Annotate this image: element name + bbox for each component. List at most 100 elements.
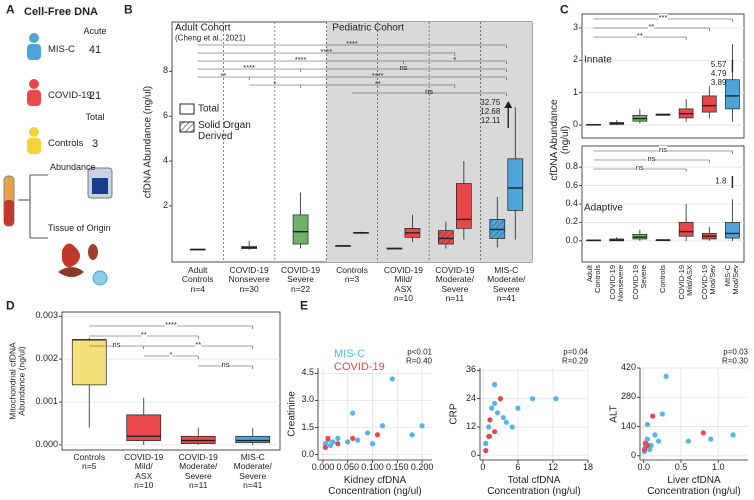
x-tick-label: Controls n=5 [73, 452, 106, 472]
legend-key [179, 103, 195, 115]
significance-label: ns [425, 86, 434, 96]
significance-label: **** [371, 70, 384, 80]
y-tick-label: 0.6 [565, 179, 578, 190]
legend-label: Solid Organ Derived [198, 120, 251, 142]
significance-label: ** [648, 21, 655, 32]
x-tick-label: COVID-19 Mild/ ASX n=10 [124, 452, 164, 491]
x-tick-label: MIS-C Mod/Sev [723, 265, 741, 295]
y-tick-label: 2 [572, 54, 578, 65]
y-tick-label: 1 [572, 86, 578, 97]
significance-label: ** [195, 339, 202, 350]
panel-letter: D [6, 298, 15, 313]
y-axis-label: CRP [448, 403, 460, 425]
y-tick-label: 36 [465, 364, 476, 375]
point [369, 441, 376, 447]
significance-label: ** [140, 329, 147, 340]
point [503, 419, 509, 425]
group-count: 21 [88, 89, 102, 102]
significance-label: **** [243, 62, 255, 72]
y-tick-label: 0.000 [35, 438, 58, 449]
box [507, 158, 524, 211]
significance-label: **** [346, 38, 358, 48]
box [701, 95, 717, 113]
y-tick-label: 4 [162, 155, 168, 166]
y-axis-label: Creatinine [286, 391, 298, 437]
group-count: 3 [91, 137, 99, 150]
box [71, 339, 107, 386]
x-tick-label: COVID-19 Moderate/ Severe n=11 [435, 265, 475, 304]
cohort-label: Adult Cohort [175, 22, 231, 34]
y-tick-label: 0 [470, 449, 476, 460]
point [355, 437, 361, 443]
point [515, 405, 521, 411]
point [335, 441, 341, 447]
point [409, 432, 415, 438]
significance-label: * [273, 78, 277, 88]
point [497, 396, 504, 402]
plot-bg [581, 13, 745, 139]
point [685, 438, 692, 444]
y-tick-label: 0.2 [565, 216, 578, 227]
x-tick-label: COVID-19 Mod/Sev [700, 265, 718, 300]
point [374, 432, 381, 438]
point [652, 432, 658, 438]
point [322, 444, 329, 450]
significance-label: **** [320, 46, 333, 56]
x-tick-label: 0.100 [361, 462, 384, 473]
facet-label: Adaptive [584, 202, 623, 214]
plot-bg [640, 368, 748, 460]
legend-label: Total [198, 103, 220, 115]
significance-label: ns [635, 162, 644, 173]
x-tick-label: 0.050 [336, 462, 359, 473]
facet-label: Innate [584, 54, 612, 66]
point [641, 446, 648, 453]
box [292, 214, 309, 245]
point [491, 381, 498, 388]
y-tick-label: 12 [465, 421, 476, 432]
x-tick-label: 0 [480, 462, 486, 473]
box-hatch [438, 230, 454, 245]
x-tick-label: COVID-19 Severe n=22 [280, 265, 321, 294]
point [553, 396, 559, 402]
point [487, 417, 493, 423]
box [235, 435, 271, 444]
point [491, 429, 498, 435]
point [500, 414, 506, 421]
point [644, 442, 651, 448]
point [663, 373, 669, 379]
significance-label: ns [659, 144, 667, 155]
box [725, 79, 740, 110]
significance-label: ** [220, 70, 227, 80]
y-tick-label: 4.5 [301, 367, 314, 378]
point [648, 442, 654, 448]
y-tick-label: 0.001 [35, 396, 58, 407]
significance-label: **** [165, 319, 177, 330]
y-axis-label: cfDNA Abundance (ng/ul) [142, 85, 154, 199]
stats-label: p<0.01 R=0.40 [405, 347, 432, 366]
point [644, 421, 651, 428]
point [656, 438, 662, 444]
panel-letter: E [300, 298, 309, 313]
column-header: Total [85, 112, 105, 123]
x-tick-label: 0.5 [674, 462, 688, 473]
point [489, 405, 495, 411]
x-tick-label: 0.0 [637, 462, 650, 473]
x-axis-label: Kidney cfDNA Concentration (ng/ul) [328, 475, 422, 497]
y-axis-label: ALT [608, 405, 620, 423]
y-tick-label: 140 [620, 420, 636, 431]
y-tick-label: 0 [572, 119, 578, 130]
point [483, 447, 489, 454]
x-axis-label: Total cfDNA Concentration (ng/ul) [487, 475, 581, 497]
column-header: Acute [83, 26, 107, 37]
x-tick-label: COVID-19 Moderate/ Severe n=11 [178, 452, 218, 491]
x-tick-label: MIS-C Moderate/ Severe n=41 [233, 452, 272, 491]
point [659, 411, 665, 417]
x-tick-label: 6 [515, 462, 521, 473]
point [364, 430, 371, 436]
overflow-label: 32.75 12.68 12.11 [480, 97, 501, 125]
x-tick-label: COVID-19 Severe [630, 265, 648, 300]
citation: (Cheng et al., 2021) [175, 33, 246, 43]
point [389, 376, 395, 382]
x-tick-label: 12 [547, 462, 558, 473]
